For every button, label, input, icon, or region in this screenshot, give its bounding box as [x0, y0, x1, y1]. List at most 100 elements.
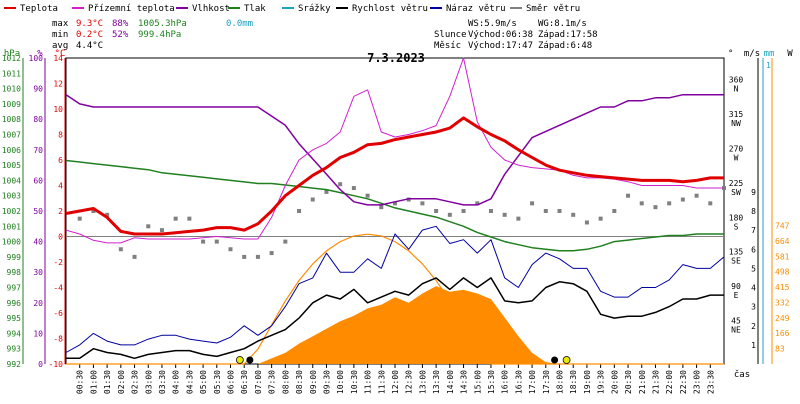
x-tick-label-32: 16:30	[514, 370, 523, 394]
x-tick-label-27: 14:00	[446, 370, 455, 394]
wind-direction-point	[680, 197, 685, 202]
x-axis-label: čas	[734, 369, 750, 380]
dir-tick-name-6: E	[734, 291, 739, 300]
x-tick-label-42: 21:30	[651, 370, 660, 394]
wind-direction-point	[543, 209, 548, 213]
wind-direction-point	[324, 189, 329, 194]
wind-direction-point	[612, 209, 617, 213]
hpa-tick-9: 1003	[2, 192, 21, 201]
temp-tick-7: 0	[58, 233, 63, 242]
stat-label-avg: avg	[52, 41, 68, 51]
hpa-tick-1: 1011	[2, 69, 21, 78]
wind-tick-6: 3	[751, 303, 756, 312]
hpa-tick-4: 1008	[2, 115, 21, 124]
x-tick-label-31: 16:00	[501, 370, 510, 394]
sunrise-moon-marker	[246, 356, 254, 364]
solar-tick-2: 581	[775, 252, 790, 261]
x-tick-label-13: 07:00	[254, 370, 263, 394]
info-wg: WG:8.1m/s	[538, 19, 587, 29]
solar-tick-8: 83	[775, 345, 785, 354]
wind-tick-5: 4	[751, 284, 756, 293]
wind-gust-line	[65, 225, 725, 353]
info-moon-label: Měsíc	[434, 41, 461, 51]
hpa-axis-label: hPa	[4, 49, 20, 59]
wind-direction-point	[530, 201, 535, 206]
wind-tick-1: 8	[751, 207, 756, 216]
pct-tick-4: 60	[33, 176, 43, 185]
hpa-tick-20: 992	[7, 360, 22, 369]
temp-tick-4: 6	[58, 156, 63, 165]
dir-tick-deg-5: 135	[729, 248, 744, 257]
pct-tick-2: 80	[33, 115, 43, 124]
info-ws: WS:5.9m/s	[468, 19, 517, 29]
wind-direction-point	[708, 201, 713, 206]
wind-direction-point	[297, 209, 302, 213]
wind-tick-2: 7	[751, 226, 756, 235]
solar-axis-label: W	[787, 49, 793, 59]
legend-label-3: Tlak	[244, 4, 266, 14]
x-tick-label-17: 09:00	[309, 370, 318, 394]
solar-radiation-area	[66, 286, 724, 364]
info-sunrise: Východ:06:38	[468, 30, 533, 40]
wind-tick-7: 2	[751, 322, 756, 331]
info-sun-label: Slunce	[434, 30, 467, 40]
x-tick-label-1: 01:00	[89, 370, 98, 394]
wind-direction-point	[461, 209, 466, 213]
hpa-tick-5: 1007	[2, 131, 21, 140]
x-tick-label-45: 23:00	[693, 370, 702, 394]
temp-tick-3: 8	[58, 131, 63, 140]
dir-tick-deg-4: 180	[729, 213, 744, 222]
hpa-tick-6: 1006	[2, 146, 21, 155]
solar-tick-3: 498	[775, 268, 790, 277]
x-tick-label-29: 15:00	[473, 370, 482, 394]
plot-area	[65, 57, 726, 365]
x-tick-label-26: 13:30	[432, 370, 441, 394]
precip-axis-top: 1	[766, 61, 771, 70]
sunrise-marker	[235, 356, 244, 364]
wind-direction-point	[571, 212, 576, 217]
x-tick-label-46: 23:30	[706, 370, 715, 394]
wind-direction-point	[201, 239, 206, 244]
x-tick-label-36: 18:30	[569, 370, 578, 394]
hpa-tick-7: 1005	[2, 161, 21, 170]
x-tick-label-43: 22:00	[665, 370, 674, 394]
legend-label-1: Přízemní teplota	[88, 4, 175, 14]
hpa-tick-12: 1000	[2, 238, 21, 247]
wind-direction-point	[77, 216, 82, 221]
x-tick-label-12: 06:30	[240, 370, 249, 394]
temperature-line	[65, 116, 724, 236]
solar-tick-1: 664	[775, 237, 790, 246]
wind-direction-point	[557, 209, 562, 213]
stat-pressure-min: 999.4hPa	[138, 30, 181, 40]
wind-direction-point	[338, 182, 343, 187]
wind-direction-point	[351, 186, 356, 191]
solar-tick-7: 166	[775, 329, 790, 338]
wind-tick-8: 1	[751, 341, 756, 350]
info-block: WS:5.9m/s WG:8.1m/s Slunce Východ:06:38 …	[434, 19, 598, 51]
wind-direction-point	[310, 197, 315, 202]
wind-direction-point	[516, 216, 521, 221]
hpa-tick-8: 1004	[2, 176, 21, 185]
info-sunset: Západ:17:58	[538, 30, 598, 40]
x-tick-label-6: 03:30	[158, 370, 167, 394]
x-tick-label-33: 17:00	[528, 370, 537, 394]
x-tick-label-37: 19:00	[583, 370, 592, 394]
wind-direction-point	[488, 209, 493, 213]
pct-tick-6: 40	[33, 238, 43, 247]
pct-tick-9: 10	[33, 329, 43, 338]
stat-label-min: min	[52, 30, 68, 40]
solar-tick-6: 249	[775, 314, 790, 323]
x-tick-label-9: 05:00	[199, 370, 208, 394]
hpa-tick-2: 1010	[2, 85, 21, 94]
solar-tick-0: 747	[775, 221, 790, 230]
wind-direction-point	[639, 201, 644, 206]
wind-direction-point	[118, 247, 123, 252]
x-tick-label-11: 06:00	[227, 370, 236, 394]
moonrise-marker	[562, 356, 571, 364]
wind-tick-0: 9	[751, 188, 756, 197]
legend-label-5: Rychlost větru	[352, 4, 428, 14]
hpa-tick-19: 993	[7, 345, 22, 354]
wind-direction-point	[255, 254, 260, 259]
